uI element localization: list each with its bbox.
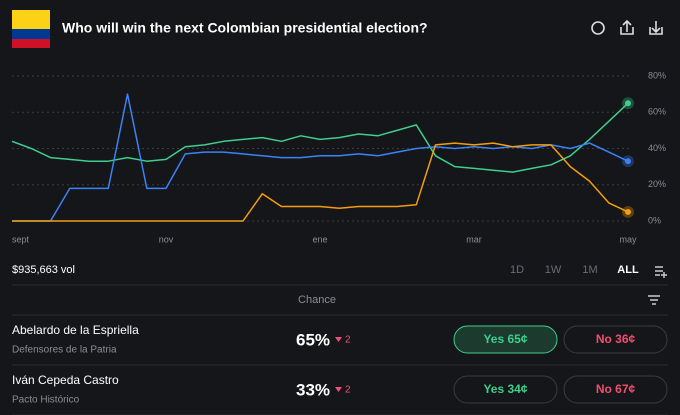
outcome-row: Abelardo de la Espriella Defensores de la… [12,323,668,366]
flag [12,10,50,48]
timeframe-button[interactable]: 1W [545,264,562,276]
chance: 33% [296,380,330,399]
sort-icon[interactable] [648,295,660,305]
end-dot [625,158,631,165]
yes-label[interactable]: Yes 65¢ [483,332,527,346]
end-dot [625,208,631,215]
x-tick-label: nov [159,234,174,244]
timeframe-button[interactable]: 1M [582,264,597,276]
outcome-name: Abelardo de la Espriella [12,323,139,337]
y-tick-label: 40% [648,143,666,153]
no-label[interactable]: No 36¢ [596,332,636,346]
outcome-row: Iván Cepeda Castro Pacto Histórico 33% 2 Yes… [12,373,668,415]
end-dot [625,100,631,107]
yes-button[interactable] [453,375,558,404]
outcome-name: Iván Cepeda Castro [12,373,119,387]
chart-settings-icon[interactable] [655,266,667,278]
volume: $935,663 vol [12,264,75,276]
x-tick-label: mar [466,234,482,244]
no-button[interactable] [563,325,668,354]
no-button[interactable] [563,375,668,404]
y-tick-label: 60% [648,107,666,117]
toolbar-icons[interactable] [591,19,663,35]
chance: 65% [296,330,330,349]
down-arrow [335,387,342,392]
y-tick-label: 80% [648,70,666,80]
y-tick-label: 20% [648,179,666,189]
yes-label[interactable]: Yes 34¢ [483,382,527,396]
no-label[interactable]: No 67¢ [596,382,636,396]
y-tick-label: 0% [648,215,661,225]
outcome-party: Defensores de la Patria [12,345,117,356]
outcome-party: Pacto Histórico [12,395,80,406]
series-line [12,142,629,222]
x-tick-label: may [619,234,637,244]
x-tick-label: ene [312,234,327,244]
timeframes: 1D 1W 1M ALL [510,264,639,276]
change: 2 [345,335,351,346]
column-header: Chance [298,294,336,306]
timeframe-button[interactable]: ALL [617,264,639,276]
x-tick-label: sept [12,234,30,244]
down-arrow [335,337,342,342]
change: 2 [345,385,351,396]
yes-button[interactable] [453,325,558,354]
title: Who will win the next Colombian presiden… [62,20,428,36]
timeframe-button[interactable]: 1D [510,264,524,276]
chart: 0% 20% 40% 60% 80% sept nov ene mar may [11,70,666,244]
series-line [12,93,629,222]
outcome-list: Abelardo de la Espriella Defensores de la… [12,323,668,415]
